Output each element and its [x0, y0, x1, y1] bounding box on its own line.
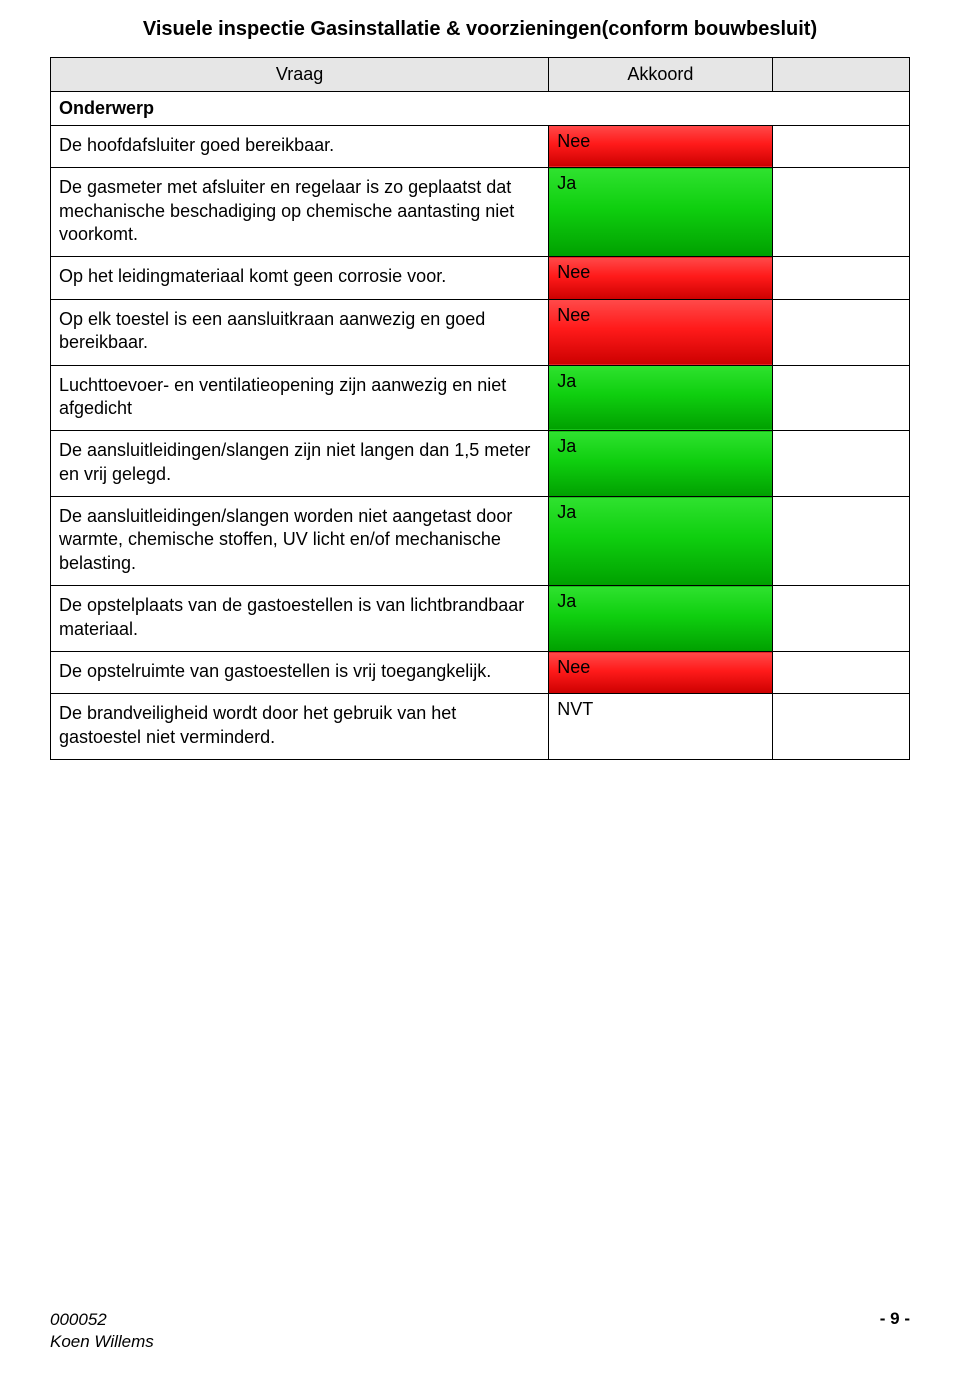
question-cell: Op elk toestel is een aansluitkraan aanw… — [51, 299, 549, 365]
doc-id: 000052 — [50, 1310, 107, 1329]
subject-row: Onderwerp — [51, 92, 910, 125]
table-row: Op het leidingmateriaal komt geen corros… — [51, 257, 910, 299]
table-row: Op elk toestel is een aansluitkraan aanw… — [51, 299, 910, 365]
extra-cell — [772, 365, 909, 431]
col-header-extra — [772, 58, 909, 92]
extra-cell — [772, 431, 909, 497]
table-row: De opstelruimte van gastoestellen is vri… — [51, 652, 910, 694]
question-cell: De gasmeter met afsluiter en regelaar is… — [51, 168, 549, 257]
status-cell: Ja — [549, 431, 772, 497]
inspection-table: Vraag Akkoord Onderwerp De hoofdafsluite… — [50, 57, 910, 760]
status-cell: NVT — [549, 694, 772, 760]
status-cell: Nee — [549, 299, 772, 365]
table-row: De brandveiligheid wordt door het gebrui… — [51, 694, 910, 760]
status-cell: Ja — [549, 168, 772, 257]
status-cell: Ja — [549, 365, 772, 431]
page-number: - 9 - — [880, 1309, 910, 1329]
extra-cell — [772, 257, 909, 299]
col-header-vraag: Vraag — [51, 58, 549, 92]
status-cell: Nee — [549, 257, 772, 299]
question-cell: De opstelruimte van gastoestellen is vri… — [51, 652, 549, 694]
subject-label: Onderwerp — [51, 92, 910, 125]
status-cell: Nee — [549, 652, 772, 694]
table-header-row: Vraag Akkoord — [51, 58, 910, 92]
extra-cell — [772, 497, 909, 586]
table-row: De gasmeter met afsluiter en regelaar is… — [51, 168, 910, 257]
author-name: Koen Willems — [50, 1332, 154, 1351]
question-cell: De opstelplaats van de gastoestellen is … — [51, 586, 549, 652]
extra-cell — [772, 694, 909, 760]
status-cell: Ja — [549, 497, 772, 586]
question-cell: Op het leidingmateriaal komt geen corros… — [51, 257, 549, 299]
table-row: De opstelplaats van de gastoestellen is … — [51, 586, 910, 652]
question-cell: De brandveiligheid wordt door het gebrui… — [51, 694, 549, 760]
table-row: Luchttoevoer- en ventilatieopening zijn … — [51, 365, 910, 431]
table-row: De hoofdafsluiter goed bereikbaar. Nee — [51, 125, 910, 167]
page-title: Visuele inspectie Gasinstallatie & voorz… — [50, 18, 910, 41]
col-header-akkoord: Akkoord — [549, 58, 772, 92]
page: Visuele inspectie Gasinstallatie & voorz… — [0, 0, 960, 1378]
extra-cell — [772, 652, 909, 694]
extra-cell — [772, 299, 909, 365]
page-footer: - 9 - 000052 Koen Willems — [50, 1309, 910, 1353]
extra-cell — [772, 125, 909, 167]
extra-cell — [772, 586, 909, 652]
table-row: De aansluitleidingen/slangen zijn niet l… — [51, 431, 910, 497]
status-cell: Ja — [549, 586, 772, 652]
table-row: De aansluitleidingen/slangen worden niet… — [51, 497, 910, 586]
extra-cell — [772, 168, 909, 257]
status-cell: Nee — [549, 125, 772, 167]
question-cell: De hoofdafsluiter goed bereikbaar. — [51, 125, 549, 167]
question-cell: De aansluitleidingen/slangen worden niet… — [51, 497, 549, 586]
question-cell: De aansluitleidingen/slangen zijn niet l… — [51, 431, 549, 497]
question-cell: Luchttoevoer- en ventilatieopening zijn … — [51, 365, 549, 431]
